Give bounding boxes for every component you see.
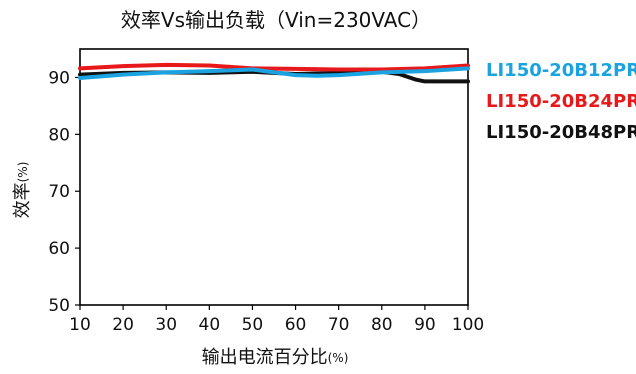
- x-tick-label: 10: [69, 315, 91, 335]
- plot-area-frame: [79, 48, 469, 306]
- y-tick-label: 90: [48, 68, 70, 88]
- x-tick-label: 20: [112, 315, 134, 335]
- y-tick-label: 60: [48, 239, 70, 259]
- series-line-2: [78, 66, 470, 81]
- x-tick-label: 50: [242, 315, 264, 335]
- x-tick-label: 90: [414, 315, 436, 335]
- series-lines: [78, 62, 470, 84]
- x-axis-label-text: 输出电流百分比: [202, 347, 328, 368]
- y-tick-label: 80: [48, 125, 70, 145]
- x-axis-unit: (%): [328, 351, 349, 365]
- chart-title: 效率Vs输出负载（Vin=230VAC）: [121, 8, 431, 32]
- y-axis-label-group: 效率(%): [12, 162, 33, 219]
- x-axis: 10 20 30 40 50 60 70 80 90 100: [69, 305, 484, 335]
- y-tick-label: 70: [48, 182, 70, 202]
- x-tick-label: 30: [155, 315, 177, 335]
- legend: LI150-20B12PR2 LI150-20B24PR2 LI150-20B4…: [486, 60, 636, 143]
- y-axis-label-text: 效率: [12, 182, 33, 218]
- x-axis-label: 输出电流百分比(%): [202, 347, 349, 368]
- x-tick-label: 80: [371, 315, 393, 335]
- x-tick-label: 70: [328, 315, 350, 335]
- y-axis-label: 效率(%): [12, 162, 33, 219]
- legend-item-b48: LI150-20B48PR2: [486, 122, 636, 143]
- x-tick-label: 40: [199, 315, 221, 335]
- y-axis-unit: (%): [16, 162, 30, 183]
- series-line-1: [78, 62, 470, 72]
- y-axis: 50 60 70 80 90: [48, 68, 80, 316]
- x-tick-label: 60: [285, 315, 307, 335]
- legend-item-b24: LI150-20B24PR2: [486, 91, 636, 112]
- x-tick-label: 100: [452, 315, 484, 335]
- y-tick-label: 50: [48, 296, 70, 316]
- legend-item-b12: LI150-20B12PR2: [486, 60, 636, 81]
